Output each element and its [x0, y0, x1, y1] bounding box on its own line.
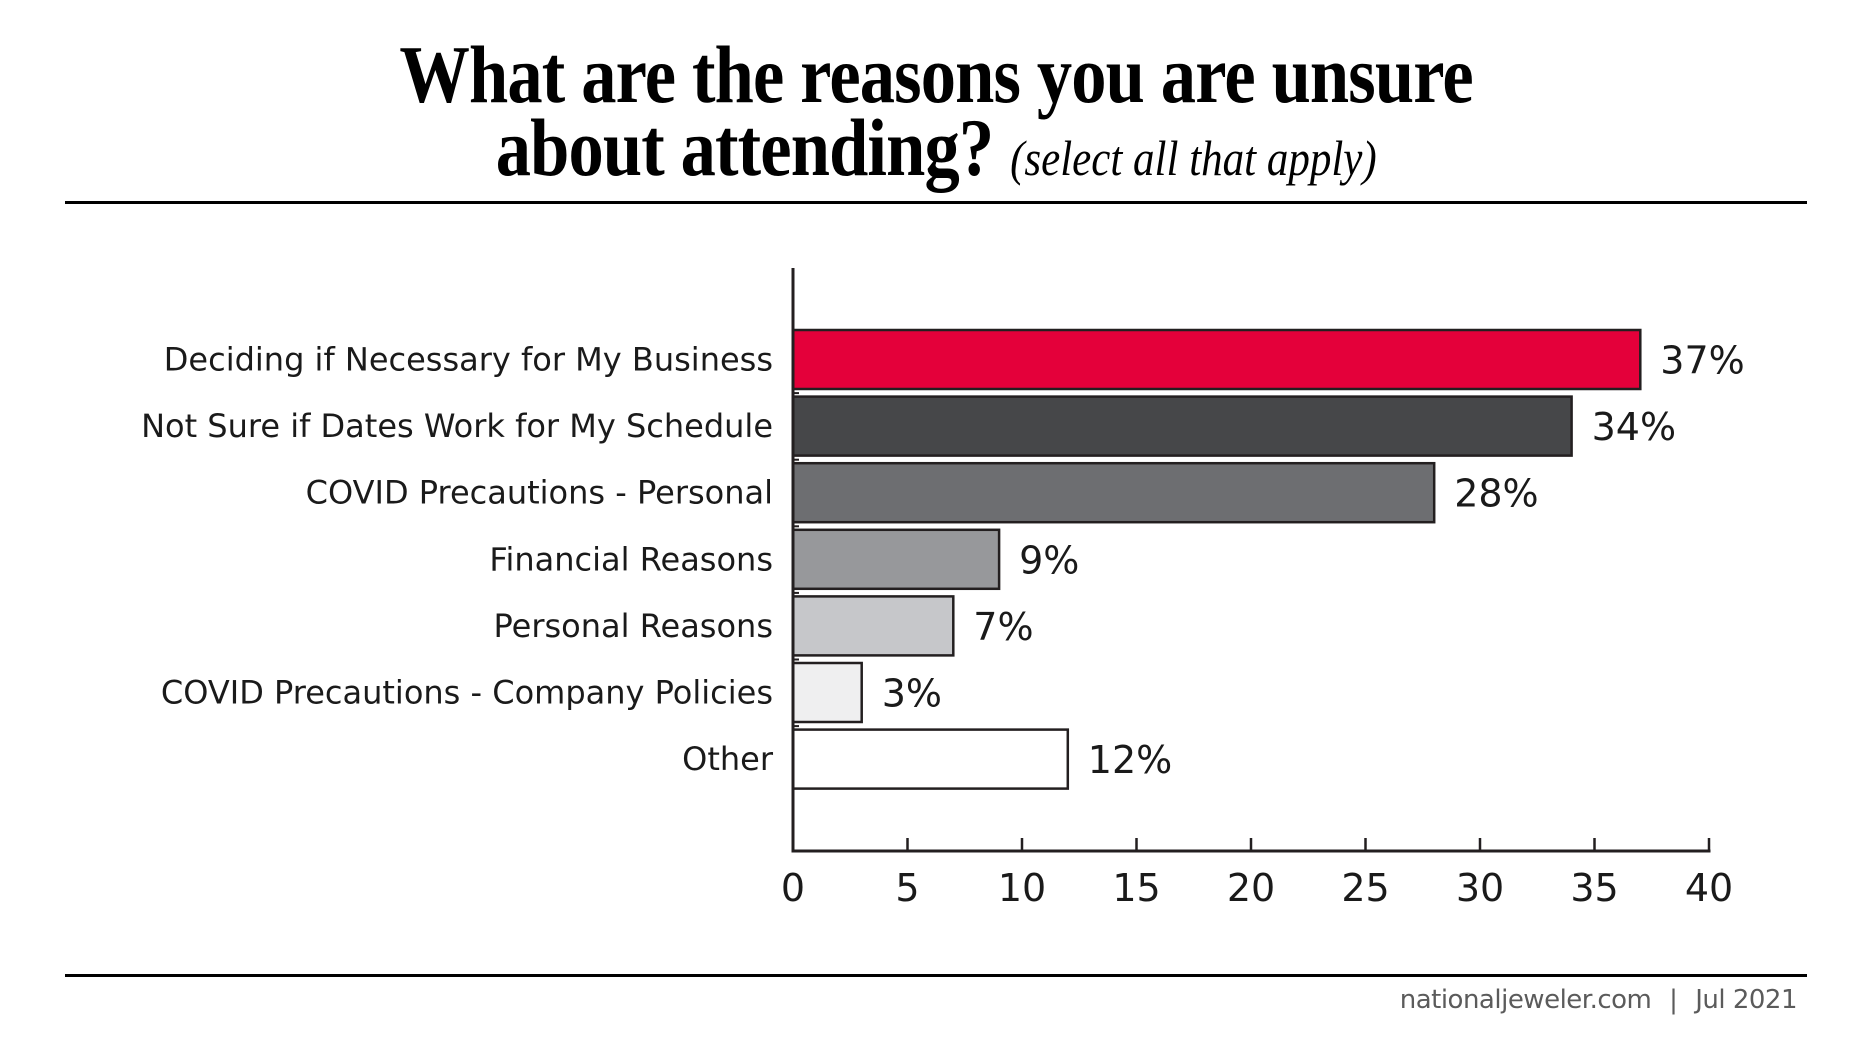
category-label: COVID Precautions - Company Policies [161, 674, 773, 712]
value-label: 3% [882, 672, 942, 716]
value-label: 37% [1660, 339, 1744, 383]
top-divider [65, 201, 1807, 204]
x-tick-label: 0 [781, 866, 805, 910]
chart-title-line-1: What are the reasons you are unsure [0, 28, 1872, 122]
category-label: Deciding if Necessary for My Business [164, 341, 773, 379]
value-label: 7% [973, 605, 1033, 649]
category-label: Not Sure if Dates Work for My Schedule [141, 407, 773, 445]
x-tick-label: 25 [1341, 866, 1389, 910]
value-label: 34% [1592, 405, 1676, 449]
value-label: 12% [1088, 738, 1172, 782]
x-tick-label: 35 [1570, 866, 1618, 910]
bar [791, 661, 863, 724]
x-tick-label: 10 [998, 866, 1046, 910]
bar-group: Other 12% [682, 728, 1172, 790]
bar [791, 395, 1573, 457]
footer-date: Jul 2021 [1695, 985, 1797, 1015]
x-tick-label: 20 [1227, 866, 1275, 910]
chart-subtitle: (select all that apply) [1009, 130, 1377, 186]
x-tick-label: 40 [1685, 866, 1733, 910]
chart-title-line-2-text: about attending? [495, 102, 994, 193]
category-label: COVID Precautions - Personal [306, 474, 773, 512]
bar-group: Financial Reasons 9% [489, 528, 1079, 591]
bar-group: COVID Precautions - Company Policies 3% [161, 661, 942, 724]
bar [791, 728, 1070, 790]
x-tick-label: 5 [895, 866, 919, 910]
bars-layer: Deciding if Necessary for My Business 37%… [141, 328, 1745, 790]
bottom-divider [65, 974, 1807, 977]
footer: nationaljeweler.com | Jul 2021 [1399, 985, 1798, 1015]
bar [791, 528, 1001, 591]
bar [791, 328, 1642, 391]
x-tick-label: 30 [1456, 866, 1504, 910]
value-label: 28% [1454, 472, 1538, 516]
category-label: Personal Reasons [494, 607, 774, 645]
bar-group: COVID Precautions - Personal 28% [306, 461, 1539, 524]
footer-source: nationaljeweler.com [1399, 985, 1652, 1015]
category-label: Other [682, 740, 774, 778]
bar [791, 595, 955, 657]
bar-group: Personal Reasons 7% [494, 595, 1034, 657]
bar [791, 461, 1436, 524]
chart-title-line-2: about attending? (select all that apply) [0, 101, 1872, 195]
chart-title-line-1-text: What are the reasons you are unsure [399, 29, 1473, 120]
footer-separator: | [1669, 985, 1678, 1015]
x-tick-label: 15 [1112, 866, 1160, 910]
value-label: 9% [1019, 538, 1079, 582]
bar-group: Not Sure if Dates Work for My Schedule 34… [141, 395, 1676, 457]
axis-layer: 0 5 10 15 20 25 30 35 40 [781, 268, 1733, 910]
bar-group: Deciding if Necessary for My Business 37% [164, 328, 1745, 391]
category-label: Financial Reasons [489, 540, 773, 578]
